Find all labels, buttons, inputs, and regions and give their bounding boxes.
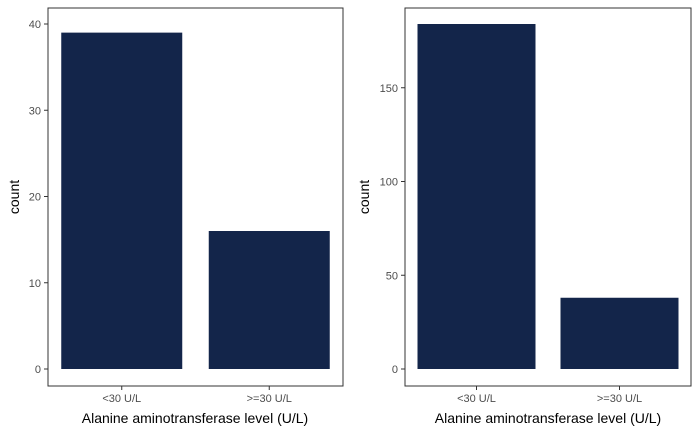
- bar-2: [560, 297, 679, 369]
- y-tick-label: 0: [35, 364, 41, 376]
- x-tick-label: <30 U/L: [102, 393, 141, 405]
- y-axis-title: count: [356, 180, 372, 214]
- x-tick-label: <30 U/L: [457, 393, 496, 405]
- panel-border: [404, 7, 692, 387]
- bar-1: [417, 24, 536, 369]
- y-tick-label: 150: [380, 83, 398, 95]
- bar-1: [61, 32, 183, 369]
- x-axis-title: Alanine aminotransferase level (U/L): [82, 410, 308, 426]
- y-tick-label: 20: [29, 192, 41, 204]
- panel-2: <30 U/L >=30 U/L 0 50 100 150 Alanine aminotra…: [356, 7, 692, 426]
- y-tick-label: 40: [29, 19, 41, 31]
- x-axis-title: Alanine aminotransferase level (U/L): [435, 410, 661, 426]
- y-axis-title: count: [6, 180, 22, 214]
- y-tick-label: 100: [380, 177, 398, 189]
- y-tick-label: 50: [386, 270, 398, 282]
- panel-1: <30 U/L >=30 U/L 0 10 20 30 40 Alanine aminotra…: [6, 7, 344, 426]
- y-tick-label: 10: [29, 278, 41, 290]
- y-tick-label: 0: [392, 364, 398, 376]
- x-tick-label: >=30 U/L: [597, 393, 642, 405]
- bar-2: [208, 231, 330, 369]
- y-tick-label: 30: [29, 105, 41, 117]
- x-tick-label: >=30 U/L: [247, 393, 292, 405]
